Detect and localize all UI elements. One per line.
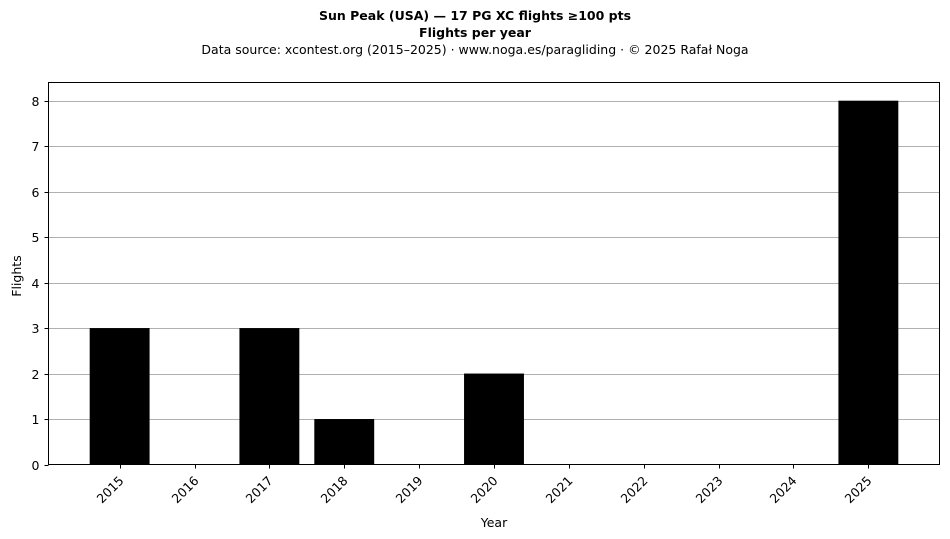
x-tick-label: 2023	[693, 473, 726, 506]
y-tick-label: 8	[32, 94, 40, 109]
grid-lines	[48, 101, 940, 420]
x-tick-label: 2017	[243, 473, 276, 506]
x-tick-label: 2022	[618, 473, 651, 506]
bar-2015	[89, 328, 150, 465]
x-axis: 2015 2016 2017 2018 2019 2020 2021 2022 2023 2024…	[94, 464, 875, 506]
chart-subtitle: Flights per year	[419, 25, 531, 40]
y-tick-label: 3	[32, 321, 40, 336]
y-axis: 0 1 2 3 4 5 6 7 8	[32, 94, 49, 473]
bar-2017	[239, 328, 300, 465]
x-axis-label: Year	[480, 515, 508, 530]
bar-2020	[464, 373, 524, 465]
x-tick-label: 2015	[94, 473, 127, 506]
bar-2025	[838, 100, 899, 465]
bar-2018	[314, 419, 375, 465]
x-tick-label: 2018	[318, 473, 351, 506]
y-tick-label: 5	[32, 230, 40, 245]
y-tick-label: 7	[32, 139, 40, 154]
y-tick-label: 1	[32, 412, 40, 427]
y-tick-label: 2	[32, 367, 40, 382]
data-source-note: Data source: xcontest.org (2015–2025) · …	[201, 42, 749, 57]
y-axis-label: Flights	[9, 255, 24, 296]
y-tick-label: 4	[32, 276, 40, 291]
chart-title: Sun Peak (USA) — 17 PG XC flights ≥100 p…	[318, 8, 632, 23]
x-tick-label: 2025	[842, 473, 875, 506]
y-tick-label: 6	[32, 185, 40, 200]
x-tick-label: 2024	[767, 473, 800, 506]
x-tick-label: 2016	[169, 473, 202, 506]
x-tick-label: 2019	[393, 473, 426, 506]
y-tick-label: 0	[32, 458, 40, 473]
chart-title-block: Sun Peak (USA) — 17 PG XC flights ≥100 p…	[0, 7, 950, 58]
x-tick-label: 2020	[468, 473, 501, 506]
x-tick-label: 2021	[543, 473, 576, 506]
bars	[89, 100, 899, 465]
